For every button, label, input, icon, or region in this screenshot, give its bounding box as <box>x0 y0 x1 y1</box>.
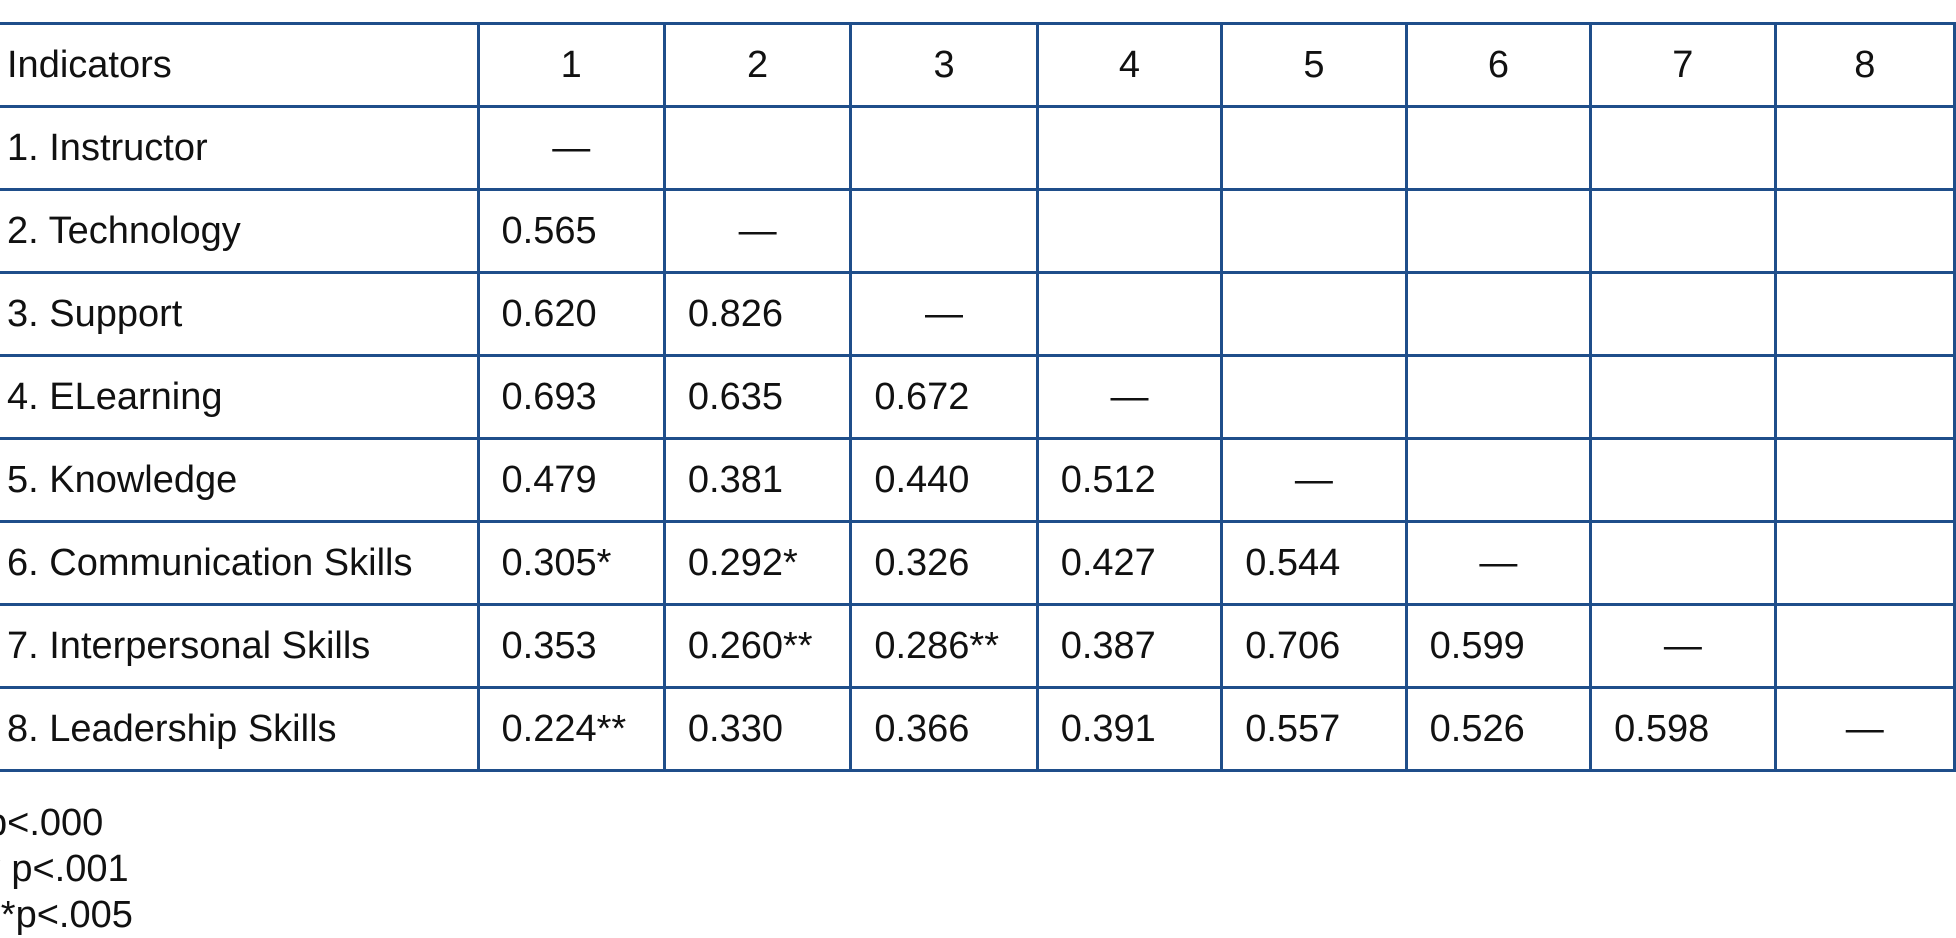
table-cell: 0.391 <box>1035 686 1224 772</box>
table-cell <box>1220 105 1408 191</box>
table-cell <box>1404 271 1593 357</box>
table-cell <box>1035 271 1224 357</box>
table-cell <box>1589 188 1777 274</box>
table-cell: 0.260** <box>662 603 853 689</box>
table-cell <box>1773 188 1956 274</box>
table-cell: 0.826 <box>662 271 853 357</box>
row-label: 5. Knowledge <box>0 437 480 523</box>
table-cell <box>1220 188 1408 274</box>
row-label: 8. Leadership Skills <box>0 686 480 772</box>
table-cell <box>1404 354 1593 440</box>
table-cell: — <box>849 271 1039 357</box>
table-cell <box>1220 271 1408 357</box>
row-label: 7. Interpersonal Skills <box>0 603 480 689</box>
column-header-7: 7 <box>1589 22 1777 108</box>
column-header-1: 1 <box>476 22 666 108</box>
table-cell <box>1589 437 1777 523</box>
table-row: 1. Instructor — <box>0 105 1956 191</box>
column-header-4: 4 <box>1035 22 1224 108</box>
table-row: 5. Knowledge 0.479 0.381 0.440 0.512— <box>0 437 1956 523</box>
correlation-table-container: Indicators 1 2 3 4 5 6 7 8 1. Instructor —2. Techn… <box>0 22 1956 772</box>
table-cell: 0.620 <box>476 271 666 357</box>
table-cell <box>1773 271 1956 357</box>
table-cell <box>1773 437 1956 523</box>
table-cell: 0.635 <box>662 354 853 440</box>
column-header-5: 5 <box>1220 22 1408 108</box>
table-cell: 0.693 <box>476 354 666 440</box>
table-cell: — <box>1220 437 1408 523</box>
table-cell: 0.479 <box>476 437 666 523</box>
table-cell: 0.286** <box>849 603 1039 689</box>
table-cell: 0.366 <box>849 686 1039 772</box>
table-row: 8. Leadership Skills 0.224** 0.330 0.366 0.3… <box>0 686 1956 772</box>
table-row: 6. Communication Skills 0.305* 0.292* 0.326… <box>0 520 1956 606</box>
note-line: p<.000 <box>0 802 104 844</box>
header-row: Indicators 1 2 3 4 5 6 7 8 <box>0 22 1956 108</box>
table-cell: 0.387 <box>1035 603 1224 689</box>
table-cell: 0.292* <box>662 520 853 606</box>
column-header-indicators: Indicators <box>0 22 480 108</box>
table-cell <box>1773 105 1956 191</box>
table-cell: — <box>662 188 853 274</box>
table-cell: — <box>1589 603 1777 689</box>
table-cell <box>1589 520 1777 606</box>
row-label: 6. Communication Skills <box>0 520 480 606</box>
table-cell: 0.440 <box>849 437 1039 523</box>
table-cell: 0.224** <box>476 686 666 772</box>
table-cell: — <box>1404 520 1593 606</box>
table-cell: 0.330 <box>662 686 853 772</box>
table-cell <box>1773 520 1956 606</box>
table-cell: 0.599 <box>1404 603 1593 689</box>
table-cell: 0.353 <box>476 603 666 689</box>
column-header-3: 3 <box>849 22 1039 108</box>
row-label: 4. ELearning <box>0 354 480 440</box>
table-cell <box>662 105 853 191</box>
table-cell <box>1404 188 1593 274</box>
table-cell <box>1773 603 1956 689</box>
table-cell <box>1035 188 1224 274</box>
column-header-2: 2 <box>662 22 853 108</box>
table-cell: — <box>1773 686 1956 772</box>
table-cell: 0.598 <box>1589 686 1777 772</box>
table-cell: 0.557 <box>1220 686 1408 772</box>
table-cell: 0.326 <box>849 520 1039 606</box>
table-cell: — <box>476 105 666 191</box>
table-cell: 0.305* <box>476 520 666 606</box>
table-row: 3. Support 0.620 0.826— <box>0 271 1956 357</box>
table-cell: 0.706 <box>1220 603 1408 689</box>
table-cell <box>1404 105 1593 191</box>
table-cell <box>1589 271 1777 357</box>
table-cell: 0.672 <box>849 354 1039 440</box>
table-cell <box>1773 354 1956 440</box>
table-cell <box>1220 354 1408 440</box>
column-header-6: 6 <box>1404 22 1593 108</box>
note-line: **p<.005 <box>0 894 133 936</box>
table-cell: — <box>1035 354 1224 440</box>
table-cell <box>849 105 1039 191</box>
table-row: 2. Technology 0.565— <box>0 188 1956 274</box>
table-cell <box>1035 105 1224 191</box>
table-cell: 0.512 <box>1035 437 1224 523</box>
table-cell: 0.427 <box>1035 520 1224 606</box>
row-label: 1. Instructor <box>0 105 480 191</box>
column-header-8: 8 <box>1773 22 1956 108</box>
row-label: 3. Support <box>0 271 480 357</box>
table-cell: 0.565 <box>476 188 666 274</box>
table-cell: 0.381 <box>662 437 853 523</box>
table-cell <box>1589 354 1777 440</box>
correlation-table: Indicators 1 2 3 4 5 6 7 8 1. Instructor —2. Techn… <box>0 22 1956 772</box>
table-row: 4. ELearning 0.693 0.635 0.672— <box>0 354 1956 440</box>
table-cell <box>1404 437 1593 523</box>
significance-notes: p<.000 * p<.001 **p<.005 <box>0 800 133 938</box>
table-row: 7. Interpersonal Skills 0.353 0.260** 0.286… <box>0 603 1956 689</box>
table-cell <box>849 188 1039 274</box>
row-label: 2. Technology <box>0 188 480 274</box>
table-cell: 0.544 <box>1220 520 1408 606</box>
note-line: * p<.001 <box>0 848 129 890</box>
table-cell <box>1589 105 1777 191</box>
table-cell: 0.526 <box>1404 686 1593 772</box>
